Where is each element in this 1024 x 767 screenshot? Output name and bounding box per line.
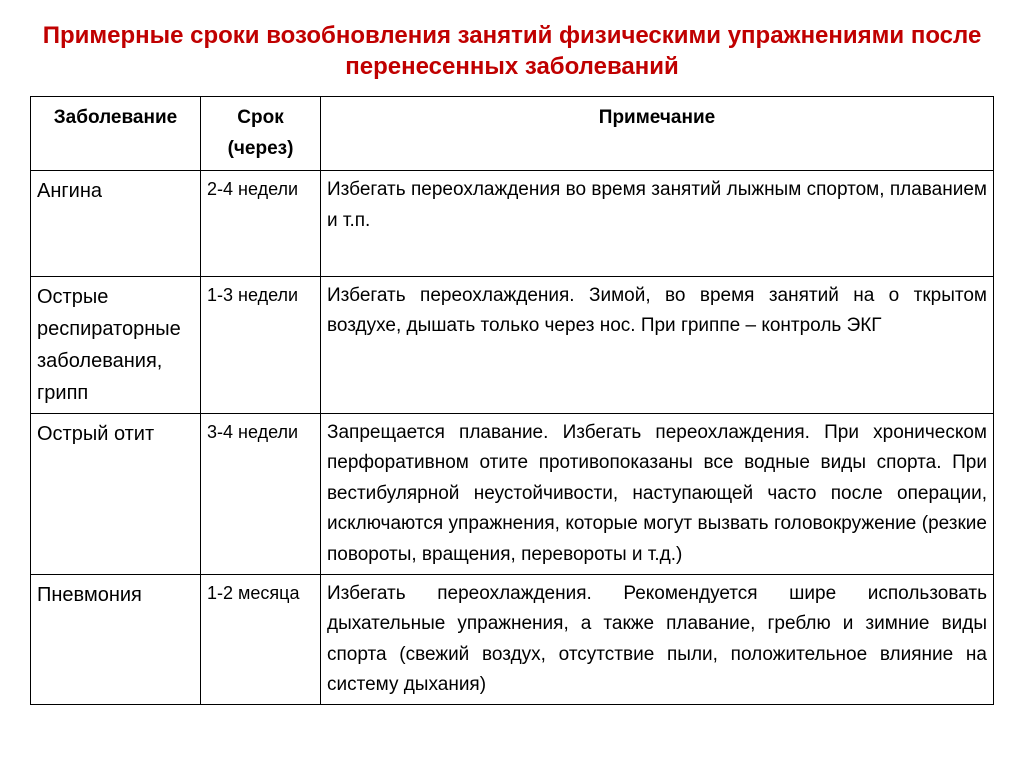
cell-disease: Ангина [31,171,201,277]
cell-note: Запрещается плавание. Избегать переохлаж… [321,413,994,574]
recovery-table: Заболевание Срок (через) Примечание Анги… [30,96,994,705]
table-row: Ангина2-4 неделиИзбегать переохлаждения … [31,171,994,277]
table-row: Острые респираторные заболевания, грипп1… [31,276,994,413]
header-note: Примечание [321,97,994,171]
cell-term: 1-2 месяца [201,574,321,705]
page-title: Примерные сроки возобновления занятий фи… [30,20,994,82]
header-term: Срок (через) [201,97,321,171]
table-header-row: Заболевание Срок (через) Примечание [31,97,994,171]
cell-note: Избегать переохлаждения во время занятий… [321,171,994,277]
header-disease: Заболевание [31,97,201,171]
cell-term: 3-4 недели [201,413,321,574]
cell-note: Избегать переохлаждения. Зимой, во время… [321,276,994,413]
table-row: Острый отит3-4 неделиЗапрещается плавани… [31,413,994,574]
cell-disease: Острые респираторные заболевания, грипп [31,276,201,413]
cell-disease: Острый отит [31,413,201,574]
cell-term: 1-3 недели [201,276,321,413]
table-row: Пневмония1-2 месяцаИзбегать переохлажден… [31,574,994,705]
cell-term: 2-4 недели [201,171,321,277]
cell-note: Избегать переохлаждения. Рекомендуется ш… [321,574,994,705]
cell-disease: Пневмония [31,574,201,705]
